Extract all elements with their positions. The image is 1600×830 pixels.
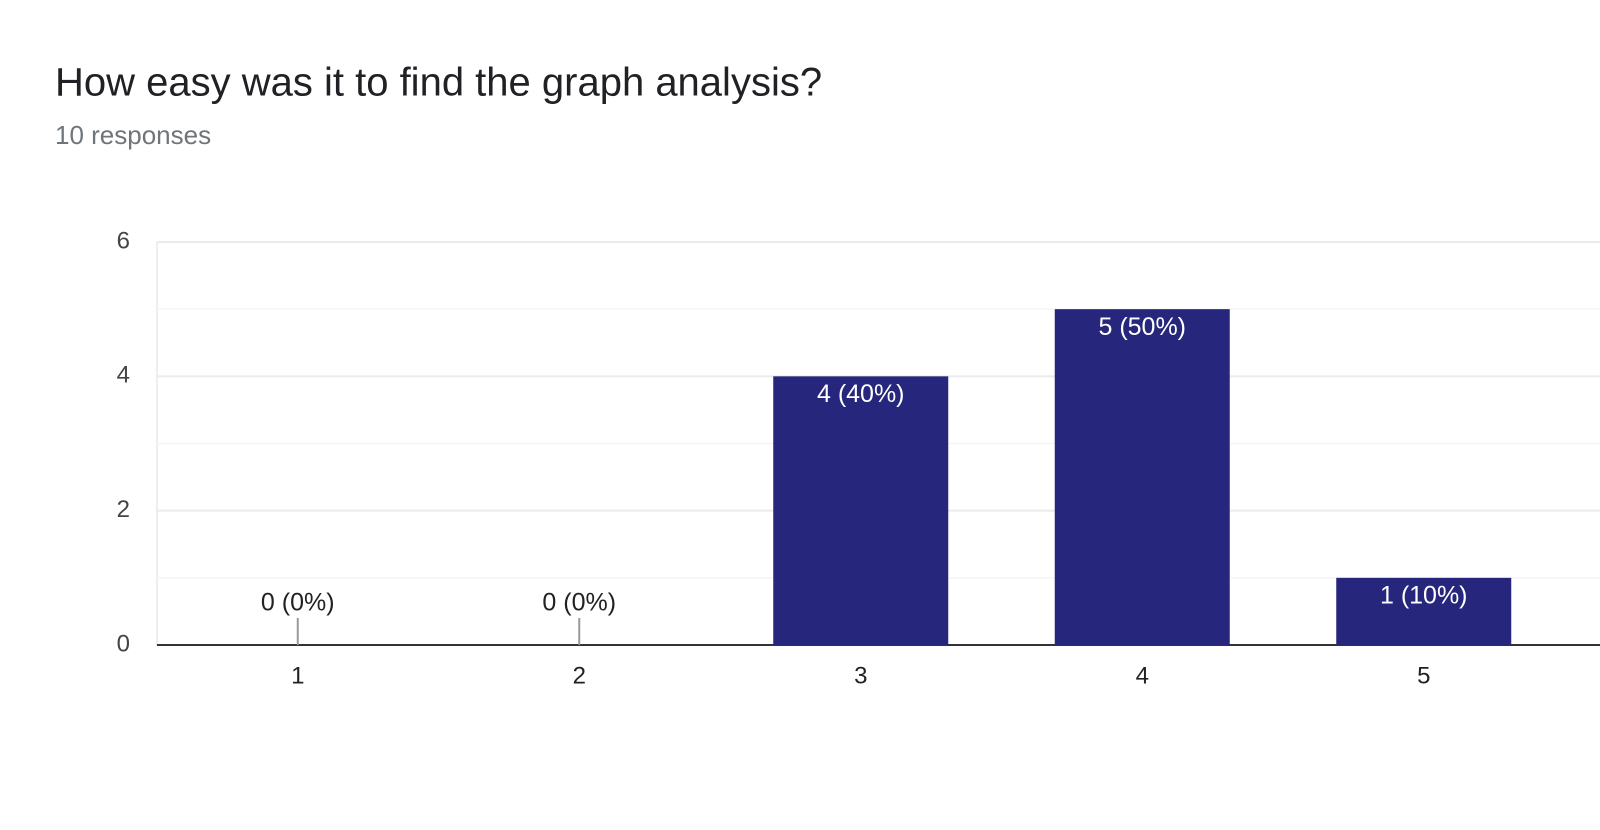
- x-tick-label: 5: [1417, 662, 1430, 689]
- data-label: 5 (50%): [1098, 313, 1186, 341]
- x-tick-label: 2: [573, 662, 586, 689]
- x-tick-label: 1: [291, 662, 304, 689]
- chart-title: How easy was it to find the graph analys…: [55, 61, 822, 105]
- bar: [773, 376, 949, 645]
- chart-subtitle: 10 responses: [55, 120, 211, 150]
- data-label: 1 (10%): [1380, 581, 1468, 609]
- data-label: 4 (40%): [817, 380, 905, 408]
- y-tick-label: 2: [117, 496, 130, 523]
- y-tick-label: 4: [117, 362, 130, 389]
- y-tick-label: 0: [117, 630, 130, 657]
- x-tick-label: 3: [854, 662, 867, 689]
- data-label: 0 (0%): [261, 589, 335, 617]
- bar: [1336, 577, 1512, 645]
- x-tick-label: 4: [1136, 662, 1149, 689]
- bar: [1054, 309, 1230, 645]
- data-label: 0 (0%): [542, 589, 616, 617]
- y-tick-label: 6: [117, 227, 130, 254]
